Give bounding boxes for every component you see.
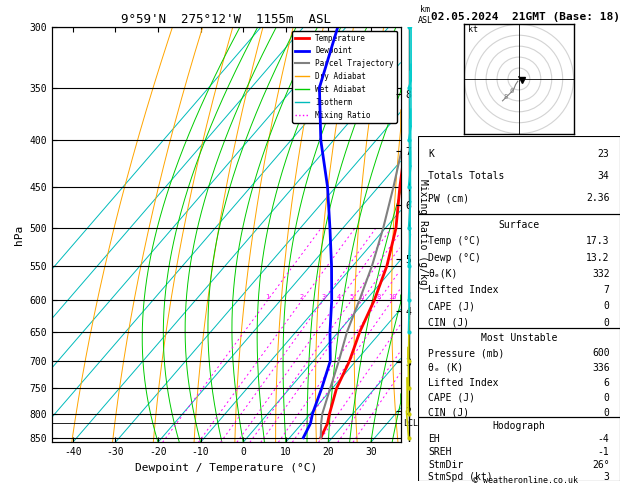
- Text: 8: 8: [377, 294, 381, 300]
- Text: 7: 7: [604, 285, 610, 295]
- Text: 0: 0: [604, 301, 610, 312]
- Text: 0: 0: [604, 318, 610, 328]
- Text: CAPE (J): CAPE (J): [428, 393, 476, 403]
- Text: -4: -4: [598, 434, 610, 444]
- Y-axis label: Mixing Ratio (g/kg): Mixing Ratio (g/kg): [418, 179, 428, 290]
- Text: 23: 23: [598, 149, 610, 159]
- Text: PW (cm): PW (cm): [428, 193, 469, 203]
- Text: Totals Totals: Totals Totals: [428, 171, 504, 181]
- X-axis label: Dewpoint / Temperature (°C): Dewpoint / Temperature (°C): [135, 463, 317, 473]
- Bar: [418, 214, 620, 328]
- Text: -1: -1: [598, 447, 610, 457]
- Text: 02.05.2024  21GMT (Base: 18): 02.05.2024 21GMT (Base: 18): [431, 12, 620, 22]
- Text: LCL: LCL: [403, 419, 418, 428]
- Text: 6: 6: [509, 88, 513, 94]
- Legend: Temperature, Dewpoint, Parcel Trajectory, Dry Adiabat, Wet Adiabat, Isotherm, Mi: Temperature, Dewpoint, Parcel Trajectory…: [292, 31, 397, 122]
- Text: SREH: SREH: [428, 447, 452, 457]
- Text: K: K: [428, 149, 434, 159]
- Text: Surface: Surface: [498, 220, 540, 230]
- Text: Dewp (°C): Dewp (°C): [428, 253, 481, 262]
- Text: 6: 6: [360, 294, 364, 300]
- Text: Lifted Index: Lifted Index: [428, 378, 499, 388]
- Text: Temp (°C): Temp (°C): [428, 236, 481, 246]
- Text: 600: 600: [592, 348, 610, 358]
- Text: θₑ(K): θₑ(K): [428, 269, 458, 279]
- Text: 10: 10: [388, 294, 396, 300]
- Title: 9°59'N  275°12'W  1155m  ASL: 9°59'N 275°12'W 1155m ASL: [121, 13, 331, 26]
- Text: 34: 34: [598, 171, 610, 181]
- Text: 13.2: 13.2: [586, 253, 610, 262]
- Text: Lifted Index: Lifted Index: [428, 285, 499, 295]
- Text: 332: 332: [592, 269, 610, 279]
- Text: 3: 3: [604, 472, 610, 482]
- Text: 17.3: 17.3: [586, 236, 610, 246]
- Text: 26°: 26°: [592, 460, 610, 469]
- Text: StmSpd (kt): StmSpd (kt): [428, 472, 493, 482]
- Text: 336: 336: [592, 363, 610, 373]
- Text: Hodograph: Hodograph: [493, 421, 545, 431]
- Bar: [418, 417, 620, 481]
- Text: StmDir: StmDir: [428, 460, 464, 469]
- Text: 2: 2: [300, 294, 304, 300]
- Text: km
ASL: km ASL: [418, 5, 433, 25]
- Text: Pressure (mb): Pressure (mb): [428, 348, 504, 358]
- Text: θₑ (K): θₑ (K): [428, 363, 464, 373]
- Text: 0: 0: [604, 393, 610, 403]
- Text: 1: 1: [265, 294, 270, 300]
- Text: 5: 5: [350, 294, 353, 300]
- Text: CIN (J): CIN (J): [428, 408, 469, 418]
- Text: CIN (J): CIN (J): [428, 318, 469, 328]
- Text: 2.36: 2.36: [586, 193, 610, 203]
- Text: 3: 3: [321, 294, 326, 300]
- Text: 0: 0: [604, 408, 610, 418]
- Bar: [418, 328, 620, 417]
- Text: 6: 6: [604, 378, 610, 388]
- Text: 4: 4: [337, 294, 341, 300]
- Text: kt: kt: [467, 25, 477, 34]
- Text: EH: EH: [428, 434, 440, 444]
- Text: © weatheronline.co.uk: © weatheronline.co.uk: [473, 475, 577, 485]
- Bar: [418, 136, 620, 214]
- Text: CAPE (J): CAPE (J): [428, 301, 476, 312]
- Y-axis label: hPa: hPa: [14, 225, 23, 244]
- Text: 8: 8: [504, 94, 508, 100]
- Text: Most Unstable: Most Unstable: [481, 333, 557, 343]
